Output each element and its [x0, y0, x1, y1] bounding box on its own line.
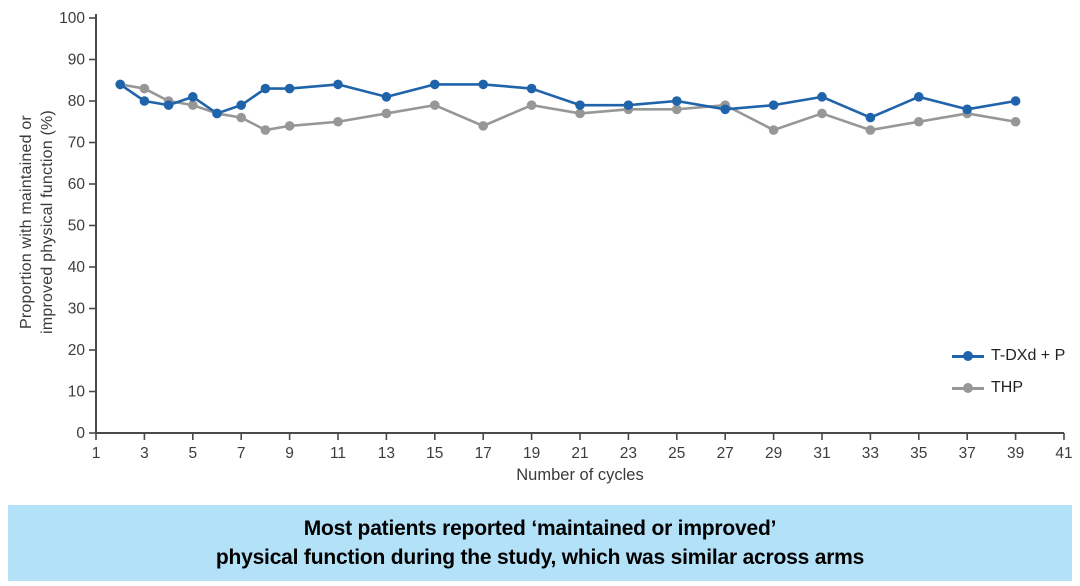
data-point-thp	[768, 125, 779, 135]
data-point-tdxd-p	[623, 100, 634, 110]
data-point-tdxd-p	[139, 96, 150, 106]
legend-item-tdxd-p: T-DXd + P	[952, 343, 1065, 369]
legend-label-thp: THP	[991, 379, 1023, 396]
x-tick-label: 33	[862, 445, 879, 462]
x-tick-label: 27	[717, 445, 734, 462]
data-point-tdxd-p	[768, 100, 779, 110]
x-tick-label: 5	[188, 445, 197, 462]
y-tick-label: 80	[68, 93, 86, 110]
data-point-thp	[865, 125, 876, 135]
data-point-tdxd-p	[720, 104, 730, 115]
caption-line2: physical function during the study, whic…	[215, 546, 865, 569]
data-point-tdxd-p	[188, 92, 198, 102]
y-tick-label: 20	[68, 342, 86, 359]
x-tick-label: 9	[285, 445, 294, 462]
data-point-tdxd-p	[1010, 96, 1021, 106]
data-point-thp	[260, 125, 271, 135]
x-tick-label: 15	[426, 445, 443, 462]
data-point-tdxd-p	[914, 92, 924, 102]
data-point-thp	[526, 100, 537, 110]
x-tick-label: 17	[475, 445, 492, 462]
data-point-tdxd-p	[163, 100, 174, 110]
x-tick-label: 7	[237, 445, 246, 462]
y-tick-label: 60	[68, 176, 86, 193]
legend-marker-tdxd-p	[952, 350, 984, 362]
x-axis-label: Number of cycles	[516, 466, 644, 484]
data-point-thp	[139, 83, 150, 94]
data-point-tdxd-p	[526, 83, 537, 94]
legend-marker-thp	[952, 382, 984, 394]
data-point-thp	[236, 112, 246, 123]
data-point-tdxd-p	[236, 100, 246, 110]
data-point-tdxd-p	[817, 92, 827, 102]
data-point-tdxd-p	[865, 112, 876, 123]
caption-line1: Most patients reported ‘maintained or im…	[303, 517, 777, 540]
data-point-thp	[430, 100, 440, 110]
caption-banner: Most patients reported ‘maintained or im…	[8, 505, 1072, 581]
data-point-tdxd-p	[575, 100, 585, 110]
data-point-thp	[672, 104, 682, 115]
x-tick-label: 39	[1007, 445, 1024, 462]
legend-label-tdxd-p: T-DXd + P	[991, 347, 1066, 364]
x-tick-label: 21	[571, 445, 588, 462]
data-point-tdxd-p	[478, 79, 489, 90]
y-tick-label: 50	[68, 218, 86, 235]
data-point-thp	[914, 116, 924, 127]
x-tick-label: 37	[959, 445, 976, 462]
chart-area: 0 10 20 30 40 50 60 70 80 90 100 1 3 5 7 9 11 13 15 17 19 21 2…	[16, 2, 1073, 484]
y-tick-label: 30	[68, 301, 86, 318]
x-tick-label: 31	[813, 445, 830, 462]
data-point-tdxd-p	[115, 79, 125, 90]
x-tick-label: 23	[620, 445, 637, 462]
y-tick-label: 70	[68, 135, 86, 152]
x-tick-label: 41	[1055, 445, 1072, 462]
y-tick-label: 10	[68, 384, 86, 401]
data-point-tdxd-p	[212, 108, 222, 119]
data-point-thp	[284, 121, 295, 131]
y-axis-label-line2: improved physical function (%)	[39, 110, 56, 334]
data-point-thp	[817, 108, 827, 119]
data-point-tdxd-p	[333, 79, 343, 90]
data-point-tdxd-p	[381, 92, 392, 102]
data-point-thp	[333, 116, 343, 127]
x-tick-label: 35	[910, 445, 927, 462]
y-tick-label: 0	[76, 425, 85, 442]
series-line-thp	[119, 83, 1016, 132]
legend-item-thp: THP	[952, 375, 1065, 401]
y-tick-label: 100	[59, 10, 85, 27]
x-tick-label: 3	[140, 445, 149, 462]
data-point-thp	[1010, 116, 1021, 127]
x-tick-label: 25	[668, 445, 685, 462]
data-point-thp	[381, 108, 392, 119]
y-axis-label-line1: Proportion with maintained or	[18, 115, 35, 329]
x-tick-label: 1	[92, 445, 101, 462]
data-point-tdxd-p	[962, 104, 972, 115]
data-point-tdxd-p	[284, 83, 295, 94]
x-tick-label: 13	[378, 445, 395, 462]
data-point-thp	[478, 121, 489, 131]
data-point-thp	[575, 108, 585, 119]
data-point-tdxd-p	[260, 83, 271, 94]
legend: T-DXd + P THP	[952, 343, 1065, 407]
x-tick-label: 29	[765, 445, 782, 462]
x-tick-label: 11	[330, 445, 346, 462]
x-tick-label: 19	[523, 445, 540, 462]
y-tick-label: 90	[68, 52, 86, 69]
y-axis-label: Proportion with maintained or improved p…	[16, 2, 60, 442]
y-tick-label: 40	[68, 259, 86, 276]
data-point-thp	[188, 100, 198, 110]
data-point-tdxd-p	[430, 79, 440, 90]
data-point-tdxd-p	[672, 96, 682, 106]
